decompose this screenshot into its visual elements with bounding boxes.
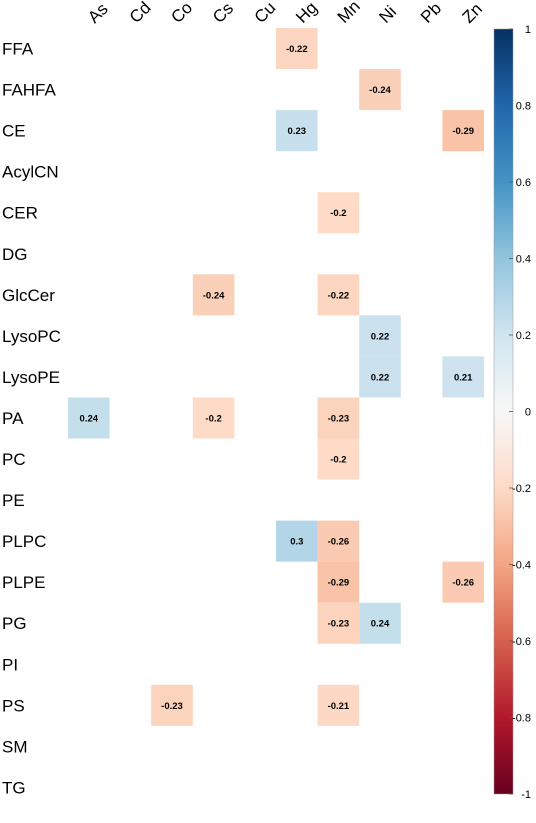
column-labels: As Cd Co Cs Cu Hg Mn Ni Pb Zn	[84, 0, 486, 27]
row-label-fahfa: FAHFA	[2, 81, 57, 100]
column-label-ni: Ni	[375, 2, 400, 27]
heatmap-cell	[276, 520, 318, 562]
cell-value-label: -0.26	[328, 537, 350, 548]
heatmap-cell	[317, 520, 360, 562]
cell-value-label: -0.26	[452, 578, 474, 589]
row-label-ffa: FFA	[2, 40, 34, 59]
column-label-mn: Mn	[334, 0, 364, 27]
heatmap-cell	[192, 397, 235, 439]
row-label-ps: PS	[2, 696, 25, 715]
row-label-lysopc: LysoPC	[2, 327, 61, 346]
heatmap-cell	[68, 397, 110, 439]
cell-value-label: 0.3	[290, 537, 303, 548]
column-label-pb: Pb	[417, 0, 445, 27]
colorbar-tick-label: -0.6	[512, 636, 531, 648]
cell-value-label: 0.22	[371, 331, 390, 342]
heatmap-cell	[317, 602, 360, 644]
cell-value-label: -0.2	[330, 208, 346, 219]
row-labels: FFA FAHFA CE AcylCN CER DG GlcCer LysoPC LysoPE P…	[2, 40, 61, 798]
cell-value-label: -0.29	[452, 126, 474, 137]
heatmap-cell	[317, 397, 360, 439]
cell-value-label: 0.22	[371, 372, 390, 383]
column-label-cs: Cs	[209, 0, 237, 27]
row-label-pa: PA	[2, 409, 24, 428]
cell-value-label: -0.22	[286, 44, 308, 55]
heatmap-cell	[359, 315, 401, 357]
cell-value-label: -0.2	[205, 413, 221, 424]
row-label-plpc: PLPC	[2, 532, 46, 551]
heatmap-cell	[442, 356, 484, 398]
row-label-ce: CE	[2, 122, 26, 141]
heatmap-cell	[359, 69, 401, 111]
row-label-lysope: LysoPE	[2, 368, 60, 387]
colorbar-tick-label: -0.8	[512, 713, 531, 725]
heatmap-cell	[192, 274, 235, 316]
cell-value-label: -0.29	[328, 578, 350, 589]
heatmap-cell	[276, 110, 318, 152]
heatmap-cell	[359, 356, 401, 398]
heatmap-cell	[317, 274, 360, 316]
heatmap-cell	[442, 561, 484, 603]
cell-value-label: -0.24	[369, 85, 391, 96]
colorbar-tick-label: -0.4	[512, 560, 531, 572]
row-label-glccer: GlcCer	[2, 286, 55, 305]
cell-value-label: -0.23	[328, 619, 350, 630]
cell-value-label: -0.2	[330, 455, 346, 466]
row-label-dg: DG	[2, 245, 28, 264]
column-label-co: Co	[167, 0, 196, 27]
column-label-cd: Cd	[126, 0, 155, 27]
row-label-tg: TG	[2, 778, 26, 797]
heatmap-cell	[359, 602, 401, 644]
heatmap-cell	[317, 192, 360, 234]
colorbar-tick-label: 0.6	[516, 177, 531, 189]
heatmap-cell	[276, 28, 318, 70]
row-label-pg: PG	[2, 614, 27, 633]
column-label-as: As	[84, 0, 111, 27]
colorbar-tick-label: 0.2	[516, 330, 531, 342]
column-label-cu: Cu	[251, 0, 280, 27]
cell-value-label: -0.23	[161, 701, 183, 712]
cell-value-label: 0.23	[288, 126, 307, 137]
colorbar: 1 0.8 0.6 0.4 0.2 0 -0.2 -0.4 -0.6 -0.8 -1	[493, 24, 531, 801]
cell-value-label: -0.23	[328, 413, 350, 424]
row-label-pc: PC	[2, 450, 26, 469]
row-label-cer: CER	[2, 204, 38, 223]
row-label-pe: PE	[2, 491, 25, 510]
heatmap-cells: -0.22 -0.24 0.23 -0.29 -0.2 -0.24 -0.22 0.22 0.2…	[68, 28, 484, 726]
heatmap-cell	[151, 684, 193, 726]
column-label-hg: Hg	[292, 0, 321, 27]
heatmap-cell	[442, 110, 484, 152]
colorbar-tick-label: 0.8	[516, 101, 531, 113]
cell-value-label: -0.22	[328, 290, 350, 301]
column-label-zn: Zn	[459, 0, 486, 27]
row-label-plpe: PLPE	[2, 573, 45, 592]
cell-value-label: -0.21	[328, 701, 350, 712]
heatmap-cell	[317, 438, 360, 480]
colorbar-tick-label: 0.4	[516, 254, 531, 266]
row-label-pi: PI	[2, 655, 18, 674]
colorbar-tick-label: 1	[525, 24, 531, 36]
colorbar-tick-label: 0	[525, 407, 531, 419]
heatmap-cell	[317, 684, 360, 726]
cell-value-label: -0.24	[203, 290, 225, 301]
cell-value-label: 0.21	[454, 372, 473, 383]
cell-value-label: 0.24	[371, 619, 390, 630]
colorbar-tick-label: -0.2	[512, 483, 531, 495]
colorbar-tick-label: -1	[521, 789, 531, 801]
cell-value-label: 0.24	[80, 413, 99, 424]
row-label-sm: SM	[2, 737, 28, 756]
heatmap-cell	[317, 561, 360, 603]
row-label-acylcn: AcylCN	[2, 163, 59, 182]
